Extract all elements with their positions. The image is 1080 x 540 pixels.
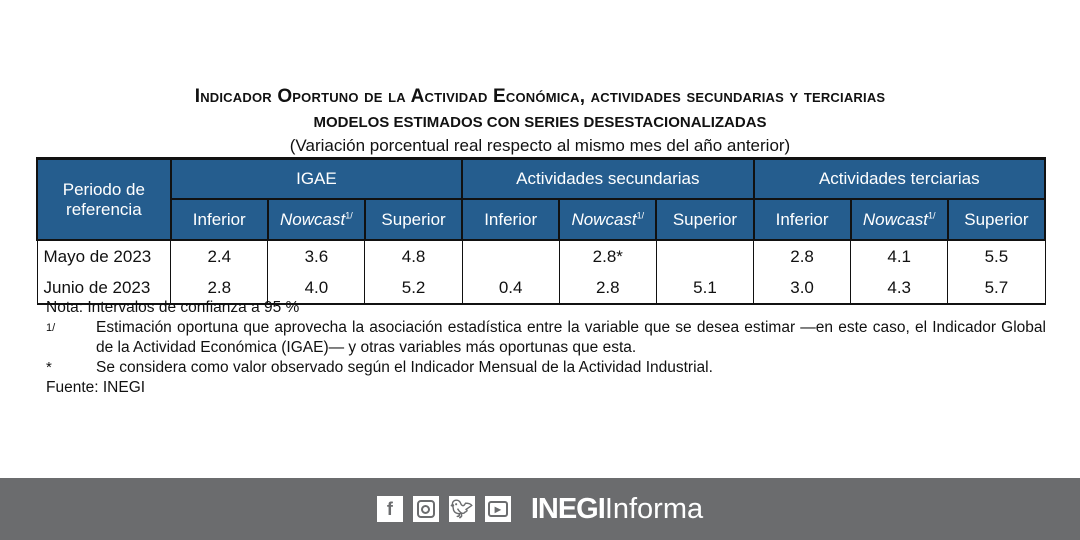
footnote-2: Se considera como valor observado según …	[96, 359, 713, 376]
instagram-icon[interactable]	[412, 496, 439, 522]
subheader-superior: Superior	[363, 198, 464, 241]
table-row: Mayo de 2023 2.4 3.6 4.8 2.8* 2.8 4.1 5.5	[36, 239, 1046, 272]
value-cell: 5.1	[655, 272, 755, 305]
data-table: Periodo de referencia IGAE Actividades s…	[36, 157, 1047, 305]
table-unit: (Variación porcentual real respecto al m…	[289, 136, 791, 155]
value-cell	[655, 239, 755, 272]
value-cell: 2.8	[170, 272, 269, 305]
footnote-1: Estimación oportuna que aprovecha la aso…	[96, 319, 1046, 356]
value-cell: 2.8*	[558, 239, 657, 272]
value-cell: 4.8	[364, 239, 463, 272]
notes: Nota: Intervalos de confianza a 95 % 1/E…	[46, 298, 1046, 398]
value-cell: 2.8	[753, 239, 852, 272]
value-cell: 4.0	[267, 272, 366, 305]
period-cell: Mayo de 2023	[36, 239, 172, 272]
facebook-icon[interactable]: f	[376, 496, 403, 522]
value-cell: 4.1	[850, 239, 949, 272]
source: Fuente: INEGI	[46, 379, 146, 396]
value-cell: 3.0	[753, 272, 852, 305]
value-cell: 5.5	[947, 239, 1046, 272]
footnote-mark: 1/	[46, 322, 56, 334]
group-header: Actividades terciarias	[752, 157, 1047, 200]
subheader-nowcast: Nowcast1/	[849, 198, 949, 241]
period-cell: Junio de 2023	[36, 272, 172, 305]
value-cell	[461, 239, 560, 272]
table-title: Indicador Oportuno de la Actividad Econó…	[194, 86, 886, 107]
value-cell: 2.4	[170, 239, 269, 272]
table-row: Junio de 2023 2.8 4.0 5.2 0.4 2.8 5.1 3.0 4.3 5.7	[36, 272, 1046, 305]
youtube-icon[interactable]: ▶	[484, 496, 511, 522]
value-cell: 5.2	[364, 272, 463, 305]
subheader-inferior: Inferior	[461, 198, 561, 241]
subheader-nowcast: Nowcast1/	[266, 198, 366, 241]
period-header: Periodo de referencia	[36, 157, 172, 241]
subheader-superior: Superior	[655, 198, 755, 241]
table-subtitle: MODELOS ESTIMADOS CON SERIES DESESTACION…	[313, 114, 767, 131]
footnote-mark: *	[46, 359, 52, 376]
group-header: Actividades secundarias	[461, 157, 755, 200]
subheader-superior: Superior	[946, 198, 1047, 241]
footer-bar: f 🐦︎ ▶ INEGIInforma	[0, 478, 1080, 540]
value-cell: 3.6	[267, 239, 366, 272]
value-cell: 5.7	[947, 272, 1046, 305]
subheader-nowcast: Nowcast1/	[558, 198, 658, 241]
inegi-informa-logo: INEGIInforma	[530, 492, 704, 525]
value-cell: 4.3	[850, 272, 949, 305]
confidence-note: Nota: Intervalos de confianza a 95 %	[46, 299, 300, 316]
subheader-inferior: Inferior	[752, 198, 852, 241]
twitter-icon[interactable]: 🐦︎	[448, 496, 475, 522]
group-header: IGAE	[169, 157, 464, 200]
value-cell: 2.8	[558, 272, 657, 305]
subheader-inferior: Inferior	[169, 198, 269, 241]
